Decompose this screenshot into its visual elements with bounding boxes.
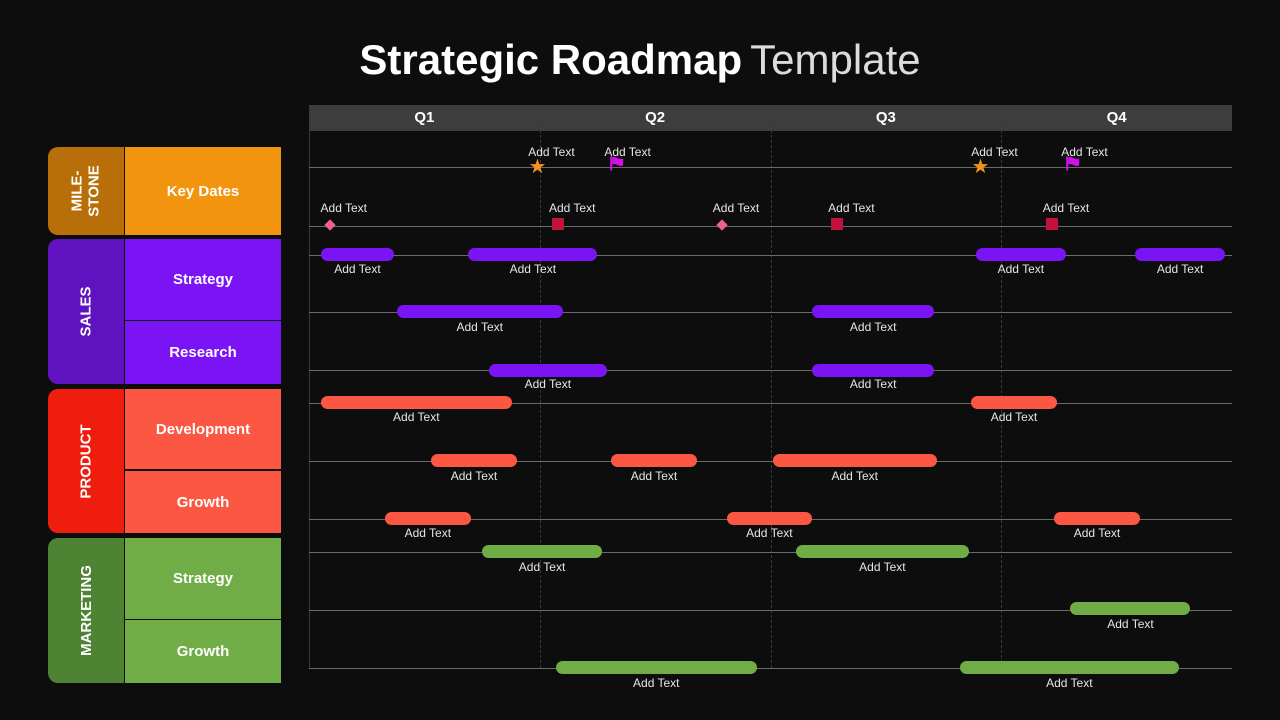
- milestone-label: Add Text: [971, 145, 1018, 159]
- quarter-label: Q1: [414, 109, 435, 126]
- timeline-bar: [812, 364, 935, 377]
- bar-label: Add Text: [859, 560, 906, 574]
- star-icon: ★: [528, 156, 547, 178]
- category-label: MILE- STONE: [69, 165, 103, 217]
- lane-line: [309, 255, 1232, 256]
- diamond-icon: [324, 219, 336, 231]
- timeline-bar: [795, 545, 969, 558]
- star-icon: ★: [971, 156, 990, 178]
- lane-line: [309, 370, 1232, 371]
- subcategory-1-1: Research: [125, 321, 281, 384]
- lane-line: [309, 312, 1232, 313]
- flag-icon: [1066, 155, 1082, 176]
- category-0: MILE- STONE: [48, 147, 124, 235]
- timeline-bar: [812, 305, 935, 318]
- timeline-bar: [385, 512, 471, 525]
- bar-label: Add Text: [456, 320, 503, 334]
- milestone-label: Add Text: [320, 201, 368, 215]
- subcategory-3-0: Strategy: [125, 538, 281, 619]
- subcategory-2-0: Development: [125, 389, 281, 469]
- category-label: MARKETING: [77, 565, 95, 656]
- flag-icon: [609, 155, 625, 176]
- bar-label: Add Text: [997, 262, 1045, 276]
- milestone-label: Add Text: [1042, 201, 1090, 215]
- category-label: SALES: [77, 286, 95, 337]
- timeline-bar: [1135, 248, 1226, 261]
- bar-label: Add Text: [404, 526, 452, 540]
- milestone-label: Add Text: [548, 201, 596, 215]
- bar-label: Add Text: [1107, 617, 1154, 631]
- timeline-bar: [396, 305, 563, 318]
- timeline-left-edge: [309, 105, 310, 668]
- timeline-bar: [726, 512, 813, 525]
- bar-label: Add Text: [1073, 526, 1121, 540]
- timeline-bar: [611, 454, 697, 467]
- bar-label: Add Text: [393, 410, 440, 424]
- lane-line: [309, 610, 1232, 611]
- bar-label: Add Text: [831, 469, 878, 483]
- lane-line: [309, 403, 1232, 404]
- timeline-bar: [555, 661, 757, 674]
- lane-line: [309, 226, 1232, 227]
- bar-label: Add Text: [1156, 262, 1204, 276]
- bar-label: Add Text: [630, 469, 678, 483]
- square-icon: [831, 218, 844, 230]
- category-2: PRODUCT: [48, 389, 124, 533]
- timeline-bar: [1070, 602, 1191, 615]
- quarter-header: [309, 105, 1232, 131]
- timeline-bar: [975, 248, 1066, 261]
- bar-label: Add Text: [518, 560, 566, 574]
- subcategory-3-1: Growth: [125, 620, 281, 683]
- diamond-icon: [716, 219, 728, 231]
- lane-line: [309, 668, 1232, 669]
- timeline-bar: [431, 454, 517, 467]
- category-label: PRODUCT: [77, 423, 95, 499]
- bar-label: Add Text: [509, 262, 557, 276]
- milestone-label: Add Text: [712, 201, 760, 215]
- milestone-label: Add Text: [1061, 145, 1108, 159]
- timeline-bar: [1054, 512, 1140, 525]
- title-bold: Strategic Roadmap: [359, 36, 743, 83]
- quarter-divider: [1001, 105, 1002, 668]
- timeline-bar: [772, 454, 937, 467]
- subcategory-1-0: Strategy: [125, 239, 281, 320]
- lane-line: [309, 167, 1232, 168]
- subcategory-0-0: Key Dates: [125, 147, 281, 235]
- quarter-label: Q2: [645, 109, 666, 126]
- timeline-bar: [320, 396, 513, 409]
- square-icon: [552, 218, 565, 230]
- milestone-label: Add Text: [528, 145, 575, 159]
- bar-label: Add Text: [334, 262, 381, 276]
- bar-label: Add Text: [746, 526, 793, 540]
- quarter-label: Q4: [1106, 109, 1127, 126]
- quarter-label: Q3: [875, 109, 896, 126]
- square-icon: [1046, 218, 1058, 230]
- bar-label: Add Text: [990, 410, 1038, 424]
- lane-line: [309, 552, 1232, 553]
- milestone-label: Add Text: [828, 201, 875, 215]
- timeline-bar: [482, 545, 603, 558]
- bar-label: Add Text: [849, 377, 897, 391]
- category-1: SALES: [48, 239, 124, 384]
- timeline-bar: [971, 396, 1057, 409]
- quarter-divider: [540, 105, 541, 668]
- timeline-bar: [320, 248, 395, 261]
- page-title: Strategic Roadmap Template: [0, 34, 1280, 86]
- timeline-bar: [488, 364, 607, 377]
- bar-label: Add Text: [524, 377, 572, 391]
- category-3: MARKETING: [48, 538, 124, 683]
- timeline-bar: [959, 661, 1179, 674]
- bar-label: Add Text: [450, 469, 498, 483]
- quarter-divider: [771, 105, 772, 668]
- bar-label: Add Text: [633, 676, 680, 690]
- title-light: Template: [750, 36, 921, 83]
- bar-label: Add Text: [1046, 676, 1093, 690]
- bar-label: Add Text: [849, 320, 897, 334]
- timeline-bar: [468, 248, 598, 261]
- subcategory-2-1: Growth: [125, 471, 281, 533]
- lane-line: [309, 461, 1232, 462]
- milestone-label: Add Text: [604, 145, 651, 159]
